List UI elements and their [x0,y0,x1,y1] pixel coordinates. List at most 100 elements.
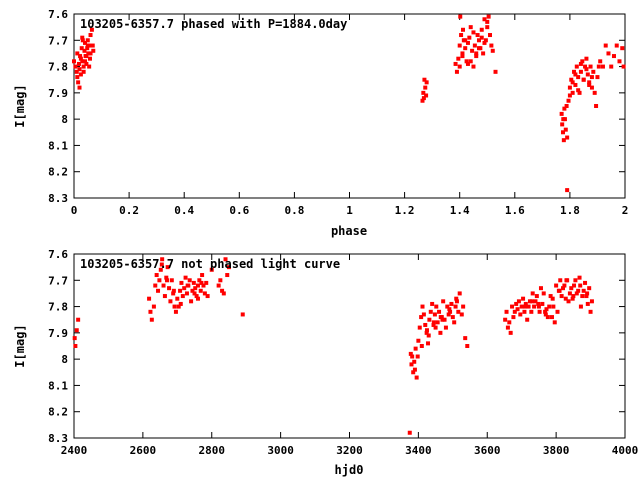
unphased-data-point [175,296,180,301]
unphased-data-point [198,288,203,293]
unphased-data-point [76,317,81,322]
phased-data-point [476,46,481,51]
unphased-data-point [420,304,425,309]
unphased-data-point [564,278,569,283]
unphased-data-point [559,294,564,299]
phased-data-point [75,51,80,56]
phased-data-point [454,69,459,74]
unphased-data-point [159,262,164,267]
phased-data-point [595,75,600,80]
unphased-data-point [209,267,214,272]
unphased-plot-frame [73,253,626,439]
unphased-data-point [452,320,457,325]
unphased-plot-title: 103205-6357.7 not phased light curve [80,257,340,271]
phased-data-point [578,69,583,74]
phased-data-point [88,51,93,56]
phased-data-point [572,69,577,74]
phased-data-point [459,33,464,38]
unphased-data-point [541,291,546,296]
unphased-data-point [157,278,162,283]
phased-data-point [87,64,92,69]
unphased-data-point [522,309,527,314]
phased-data-point [567,93,572,98]
phased-data-point [559,111,564,116]
phased-data-point [471,30,476,35]
unphased-data-point [536,304,541,309]
phased-data-point [591,69,596,74]
unphased-data-point [438,315,443,320]
unphased-data-point [538,286,543,291]
phased-data-point [565,135,570,140]
unphased-data-point [540,301,545,306]
phased-data-point [483,38,488,43]
phased-data-point [482,40,487,45]
unphased-data-point [457,291,462,296]
unphased-y-tick-label: 8.1 [48,379,68,392]
phased-data-point [72,59,76,64]
phased-y-tick-label: 8.2 [48,166,68,179]
unphased-data-point [533,299,538,304]
phased-data-point [488,33,493,38]
unphased-data-point [530,291,535,296]
unphased-data-point [511,315,516,320]
phased-data-point [422,77,427,82]
phased-data-point [574,64,579,69]
phased-x-tick-label: 0.2 [119,204,139,217]
phased-data-point [91,48,96,53]
unphased-data-point [200,273,205,278]
phased-data-point [421,96,426,101]
phased-data-point [79,46,84,51]
phased-x-axis-label: phase [331,224,367,238]
unphased-data-point [179,280,184,285]
unphased-data-point [448,309,453,314]
phased-data-point [470,48,475,53]
unphased-data-point [441,299,446,304]
unphased-data-point [204,280,209,285]
unphased-data-point [423,322,428,327]
phased-y-axis: 7.6 7.7 7.8 7.9 8 8.1 8.2 8.3 [48,8,625,205]
phased-data-point [562,106,567,111]
unphased-data-point [585,291,590,296]
unphased-data-point [225,273,230,278]
unphased-data-point [563,296,568,301]
unphased-data-point [176,304,181,309]
unphased-x-tick-label: 2400 [61,444,88,457]
phased-data-point [589,75,594,80]
unphased-data-point [407,430,412,435]
unphased-data-point [512,309,517,314]
unphased-data-point [445,304,450,309]
phased-y-tick-label: 7.8 [48,61,68,74]
unphased-data-point [154,273,159,278]
unphased-data-point [183,275,188,280]
phased-data-point [424,80,429,85]
phased-data-point [464,59,469,64]
unphased-data-point [552,320,557,325]
unphased-data-point [454,296,459,301]
unphased-data-point [221,291,226,296]
phased-data-point [88,33,93,38]
unphased-plot-panel: 7.6 7.7 7.8 7.9 8 8.1 8.2 8.3 2400 2600 2800 3000 3… [13,248,638,477]
unphased-data-point [194,294,199,299]
phased-x-tick-label: 1.4 [450,204,470,217]
unphased-data-point [167,286,172,291]
phased-data-point [587,82,592,87]
unphased-data-point [435,320,440,325]
phased-data-point [606,51,611,56]
unphased-data-point [240,312,245,317]
unphased-data-point [576,288,581,293]
unphased-data-point [160,257,165,262]
phased-data-point [479,35,484,40]
phased-x-tick-label: 2 [622,204,629,217]
unphased-data-point [417,325,422,330]
unphased-data-point [580,294,585,299]
phased-data-point [76,61,81,66]
phased-data-point [83,40,88,45]
phased-data-point [82,48,87,53]
unphased-x-axis: 2400 2600 2800 3000 3200 3400 3600 3800 4000 [61,254,638,457]
phased-data-point [474,51,479,56]
unphased-data-point [526,304,531,309]
unphased-data-point [202,291,207,296]
phased-x-tick-label: 0 [71,204,78,217]
unphased-data-point [548,294,553,299]
phased-data-point [90,43,95,48]
